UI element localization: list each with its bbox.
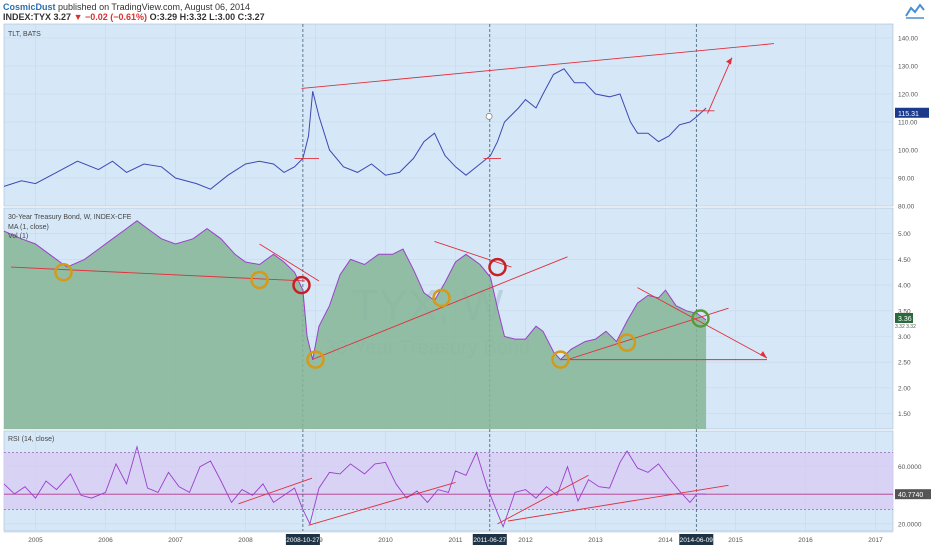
tlt-panel-title: TLT, BATS — [8, 31, 41, 38]
x-tick-label: 2010 — [378, 537, 393, 544]
arrow-head-icon — [726, 57, 732, 65]
rsi-price-badge: 40.7740 — [898, 492, 923, 499]
indicator-label: MA (1, close) — [8, 224, 49, 231]
x-tick-label: 2016 — [798, 537, 813, 544]
y-tick-label: 4.50 — [898, 257, 911, 264]
y-tick-label: 90.00 — [898, 176, 915, 183]
rsi-series-line — [3, 444, 707, 528]
tyx-trendline-downtrend_2008 — [259, 243, 320, 282]
x-tick-label: 2011 — [449, 537, 463, 544]
author-link[interactable]: CosmicDust — [3, 2, 56, 12]
published-text: published on TradingView.com, August 06,… — [58, 2, 251, 12]
x-tick-label: 2006 — [98, 537, 113, 544]
ohlc-values: O:3.29 H:3.32 L:3.00 C:3.27 — [149, 12, 265, 22]
tlt-point-marker — [485, 113, 493, 120]
x-tick-label: 2013 — [588, 537, 603, 544]
rsi-trendline-trend_2008 — [238, 477, 313, 505]
date-marker-label: 2014-06-09 — [680, 537, 714, 544]
x-tick-label: 2008 — [238, 537, 253, 544]
panel-1-background — [3, 23, 894, 207]
date-marker-label: 2011-06-27 — [473, 537, 506, 544]
tyx-sub-label: 3.32 3.32 — [895, 324, 916, 330]
date-marker-badge — [679, 534, 714, 545]
rsi-trendline-trend_2011 — [497, 474, 589, 525]
y-tick-label: 2.50 — [898, 360, 911, 367]
x-tick-label: 2012 — [518, 537, 533, 544]
tyx-area — [4, 220, 707, 429]
arrow-head-icon — [760, 351, 767, 359]
rsi-trendline-trend_2009 — [308, 481, 456, 526]
y-tick-label: 110.00 — [898, 120, 918, 127]
date-marker-badge — [285, 534, 320, 545]
x-tick-label: 2014 — [658, 537, 673, 544]
x-tick-label: 2005 — [28, 537, 43, 544]
tyx-price-badge-bg — [895, 312, 913, 323]
tlt-channel-line — [301, 43, 775, 89]
rsi-panel-title: RSI (14, close) — [8, 436, 54, 443]
y-tick-label: 3.50 — [898, 308, 911, 315]
tradingview-logo-icon — [905, 3, 925, 19]
y-tick-label: 100.00 — [898, 148, 918, 155]
tyx-trendline-support_2005 — [10, 266, 306, 282]
x-tick-label: 2007 — [168, 537, 183, 544]
rsi-trendline-trend_2012 — [507, 484, 729, 522]
down-arrow-icon: ▼ — [73, 12, 83, 22]
orange-circle-marker — [250, 270, 269, 290]
x-tick-label: 2017 — [868, 537, 883, 544]
y-tick-label: 80.00 — [898, 204, 915, 211]
rsi-price-badge-bg — [895, 489, 931, 500]
symbol-name[interactable]: INDEX:TYX — [3, 12, 52, 22]
date-marker-label: 2008-10-27 — [286, 537, 320, 544]
chart-area[interactable]: TYX, W30-Year Treasury Bond 140.00130.00… — [0, 22, 932, 550]
y-tick-label: 20.0000 — [898, 521, 922, 528]
tyx-trendline-downtrend_2011 — [434, 240, 512, 268]
green-circle-marker — [691, 309, 710, 328]
red-circle-marker — [488, 257, 507, 277]
symbol-line: INDEX:TYX 3.27 ▼ −0.02 (−0.61%) O:3.29 H… — [3, 12, 265, 22]
tyx-price-badge: 3.36 — [898, 316, 912, 323]
y-tick-label: 3.00 — [898, 334, 911, 341]
tyx-trendline-uptrend_2009 — [311, 256, 568, 361]
tlt-price-badge: 115.31 — [898, 111, 919, 118]
orange-circle-marker — [306, 350, 325, 369]
rsi-band — [4, 452, 893, 510]
orange-circle-marker — [617, 333, 637, 352]
chart-header: CosmicDust published on TradingView.com,… — [0, 0, 932, 24]
x-tick-label: 2015 — [728, 537, 743, 544]
tlt-series-line — [3, 68, 707, 190]
y-tick-label: 140.00 — [898, 36, 918, 43]
indicator-label: Vol (1) — [8, 233, 28, 240]
y-tick-label: 4.00 — [898, 283, 911, 290]
tyx-trendline-uptrend_2012 — [567, 307, 729, 361]
last-price: 3.27 — [53, 12, 72, 22]
tyx-trendline-downtrend_2014 — [637, 287, 768, 359]
tyx-panel-title: 30-Year Treasury Bond, W, INDEX-CFE — [8, 214, 132, 221]
orange-circle-marker — [54, 262, 73, 282]
tyx-series-line — [3, 220, 707, 361]
y-tick-label: 120.00 — [898, 92, 918, 99]
y-tick-label: 1.50 — [898, 411, 911, 418]
tlt-price-badge-bg — [895, 107, 929, 118]
orange-circle-marker — [551, 350, 570, 369]
tlt-projection-arrow — [707, 57, 733, 114]
y-tick-label: 5.00 — [898, 231, 911, 238]
y-tick-label: 2.00 — [898, 385, 911, 392]
y-tick-label: 130.00 — [898, 64, 918, 71]
date-marker-badge — [472, 534, 507, 545]
y-tick-label: 60.0000 — [898, 464, 922, 471]
red-circle-marker — [292, 275, 311, 295]
price-change: −0.02 (−0.61%) — [85, 12, 148, 22]
publish-line: CosmicDust published on TradingView.com,… — [3, 2, 250, 12]
orange-circle-marker — [432, 288, 451, 308]
